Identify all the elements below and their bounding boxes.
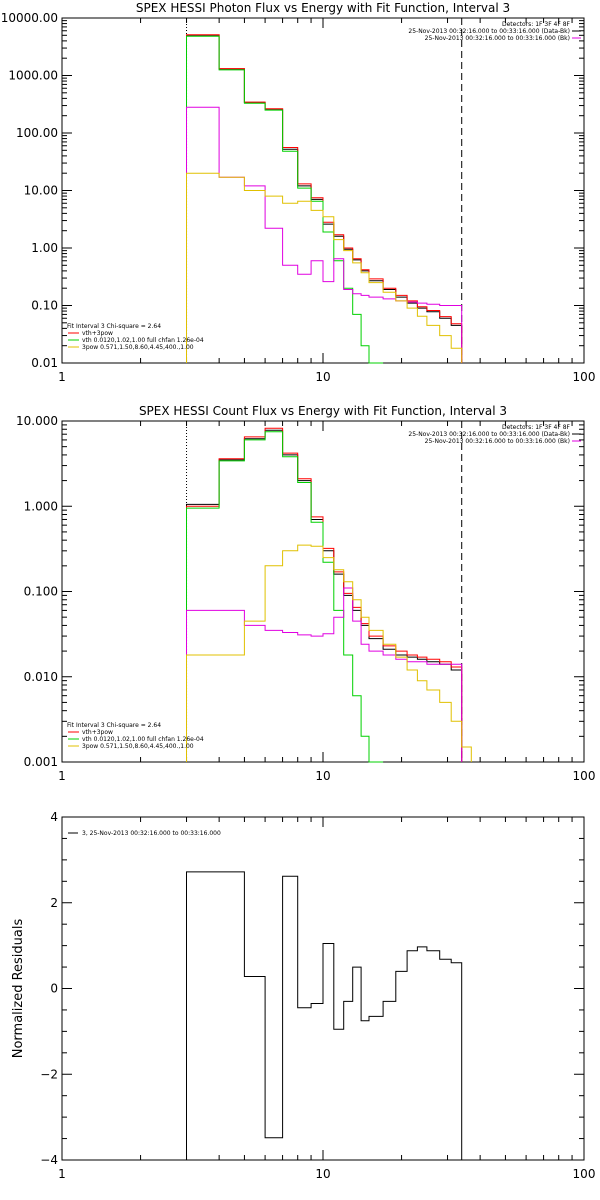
y-tick-label: 100.00 bbox=[16, 126, 58, 140]
legend-bottomleft-line: vth+3pow bbox=[82, 330, 113, 337]
legend-bottomleft-line: Fit Interval 3 Chi-square = 2.64 bbox=[67, 722, 161, 729]
legend-bottomleft-line: 3pow 0.571,1.50,8.60,4.45,400.,1.00 bbox=[82, 344, 194, 351]
legend-residual-line: 3, 25-Nov-2013 00:32:16.000 to 00:33:16.… bbox=[82, 830, 221, 837]
histogram-series-4 bbox=[186, 172, 463, 363]
y-tick-label: 1000.00 bbox=[8, 69, 58, 83]
legend-topright-line: 25-Nov-2013 00:32:16.000 to 00:33:16.000… bbox=[408, 431, 570, 438]
x-tick-label: 10 bbox=[315, 769, 330, 783]
histogram-series-0 bbox=[186, 34, 463, 363]
histogram-series-4 bbox=[186, 544, 472, 762]
legend-topright-line: 25-Nov-2013 00:32:16.000 to 00:33:16.000… bbox=[408, 28, 570, 35]
y-axis-label: Normalized Residuals bbox=[11, 919, 26, 1059]
y-tick-label: −2 bbox=[40, 1067, 58, 1081]
x-tick-label: 1 bbox=[58, 1167, 66, 1181]
y-tick-label: 0.10 bbox=[31, 299, 58, 313]
legend-bottomleft-line: vth 0.0120,1.02,1.00 full chfan 1.26e-04 bbox=[82, 736, 204, 743]
legend-topright-line: 25-Nov-2013 00:32:16.000 to 00:33:16.000… bbox=[425, 438, 570, 445]
histogram-series-2 bbox=[186, 35, 384, 364]
x-tick-label: 10 bbox=[315, 1167, 330, 1181]
legend-topright-line: Detectors: 1F 3F 4F 8F bbox=[502, 21, 571, 28]
x-tick-label: 10 bbox=[315, 370, 330, 384]
histogram-series-1 bbox=[186, 34, 463, 363]
x-tick-label: 1 bbox=[58, 370, 66, 384]
x-tick-label: 100 bbox=[573, 370, 596, 384]
y-tick-label: 1.000 bbox=[24, 499, 58, 513]
chart-title: SPEX HESSI Count Flux vs Energy with Fit… bbox=[139, 404, 507, 418]
y-tick-label: 10.00 bbox=[24, 184, 58, 198]
histogram-series-3 bbox=[186, 587, 463, 762]
x-tick-label: 1 bbox=[58, 769, 66, 783]
histogram-series-2 bbox=[186, 431, 384, 763]
y-tick-label: 4 bbox=[50, 810, 58, 824]
histogram-series-3 bbox=[186, 106, 463, 363]
legend-bottomleft-line: Fit Interval 3 Chi-square = 2.64 bbox=[67, 323, 161, 330]
y-tick-label: 10000.00 bbox=[1, 11, 58, 25]
histogram-series-0 bbox=[186, 429, 463, 762]
histogram-series-0 bbox=[186, 871, 463, 1160]
y-tick-label: 0.100 bbox=[24, 585, 58, 599]
x-tick-label: 100 bbox=[573, 1167, 596, 1181]
legend-bottomleft-line: vth+3pow bbox=[82, 729, 113, 736]
y-tick-label: 10.000 bbox=[16, 414, 58, 428]
y-tick-label: 0 bbox=[50, 982, 58, 996]
plot-frame-1 bbox=[61, 420, 585, 763]
y-tick-label: 2 bbox=[50, 896, 58, 910]
chart-title: SPEX HESSI Photon Flux vs Energy with Fi… bbox=[136, 1, 510, 15]
y-tick-label: 1.00 bbox=[31, 241, 58, 255]
y-tick-label: 0.010 bbox=[24, 670, 58, 684]
plot-frame-0 bbox=[61, 17, 585, 364]
legend-bottomleft-line: vth 0.0120,1.02,1.00 full chfan 1.26e-04 bbox=[82, 337, 204, 344]
y-tick-label: 0.001 bbox=[24, 755, 58, 769]
legend-topright-line: Detectors: 1F 3F 4F 8F bbox=[502, 424, 571, 431]
y-tick-label: −4 bbox=[40, 1153, 58, 1167]
legend-bottomleft-line: 3pow 0.571,1.50,8.60,4.45,400.,1.00 bbox=[82, 743, 194, 750]
y-tick-label: 0.01 bbox=[31, 356, 58, 370]
histogram-series-1 bbox=[186, 427, 463, 762]
x-tick-label: 100 bbox=[573, 769, 596, 783]
legend-topright-line: 25-Nov-2013 00:32:16.000 to 00:33:16.000… bbox=[425, 35, 570, 42]
